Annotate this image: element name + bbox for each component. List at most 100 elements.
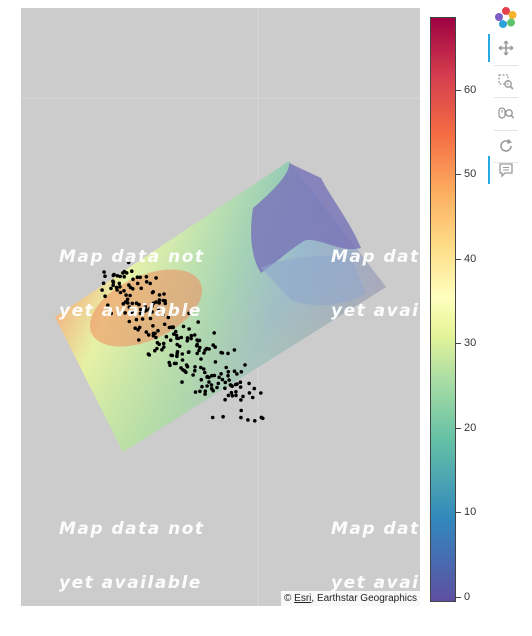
scatter-point[interactable] bbox=[185, 339, 190, 343]
scatter-point[interactable] bbox=[199, 365, 203, 370]
scatter-point[interactable] bbox=[250, 395, 255, 400]
scatter-point[interactable] bbox=[140, 317, 145, 321]
scatter-point[interactable] bbox=[204, 346, 209, 351]
scatter-point[interactable] bbox=[139, 286, 143, 291]
scatter-point[interactable] bbox=[180, 358, 185, 362]
scatter-point[interactable] bbox=[144, 275, 149, 279]
scatter-point[interactable] bbox=[226, 373, 230, 378]
scatter-point[interactable] bbox=[130, 269, 134, 274]
scatter-point[interactable] bbox=[171, 325, 175, 329]
scatter-point[interactable] bbox=[239, 408, 243, 413]
scatter-point[interactable] bbox=[122, 289, 126, 293]
scatter-point[interactable] bbox=[118, 290, 123, 295]
scatter-point[interactable] bbox=[195, 342, 199, 347]
scatter-point[interactable] bbox=[122, 269, 127, 274]
scatter-point[interactable] bbox=[187, 311, 191, 316]
scatter-point[interactable] bbox=[174, 333, 179, 338]
scatter-point[interactable] bbox=[100, 288, 104, 292]
scatter-point[interactable] bbox=[177, 344, 182, 349]
scatter-point[interactable] bbox=[175, 351, 179, 356]
scatter-point[interactable] bbox=[154, 300, 158, 304]
scatter-point[interactable] bbox=[203, 389, 208, 394]
scatter-point[interactable] bbox=[234, 393, 238, 398]
scatter-point[interactable] bbox=[223, 386, 227, 391]
scatter-point[interactable] bbox=[131, 277, 135, 282]
scatter-point[interactable] bbox=[122, 274, 126, 279]
scatter-point[interactable] bbox=[199, 377, 204, 382]
scatter-point[interactable] bbox=[184, 370, 188, 375]
scatter-point[interactable] bbox=[212, 373, 217, 378]
scatter-point[interactable] bbox=[144, 280, 149, 284]
scatter-point[interactable] bbox=[199, 357, 203, 361]
scatter-point[interactable] bbox=[207, 375, 211, 380]
scatter-point[interactable] bbox=[179, 335, 184, 340]
scatter-point[interactable] bbox=[164, 334, 169, 339]
map-plot[interactable]: Map data not yet available Map data not … bbox=[21, 8, 420, 606]
scatter-point[interactable] bbox=[197, 348, 201, 353]
scatter-point[interactable] bbox=[252, 386, 257, 391]
scatter-point[interactable] bbox=[209, 386, 214, 391]
scatter-point[interactable] bbox=[241, 394, 245, 399]
scatter-point[interactable] bbox=[235, 372, 239, 376]
scatter-point[interactable] bbox=[111, 283, 115, 288]
scatter-point[interactable] bbox=[211, 343, 215, 347]
scatter-point[interactable] bbox=[135, 281, 140, 286]
scatter-point[interactable] bbox=[155, 346, 159, 351]
reset-tool-button[interactable] bbox=[488, 132, 524, 160]
scatter-point[interactable] bbox=[101, 281, 106, 286]
scatter-point[interactable] bbox=[157, 298, 162, 302]
scatter-point[interactable] bbox=[127, 319, 132, 324]
scatter-point[interactable] bbox=[221, 414, 225, 419]
scatter-point[interactable] bbox=[234, 390, 238, 394]
scatter-point[interactable] bbox=[181, 324, 186, 329]
scatter-point[interactable] bbox=[212, 331, 216, 335]
scatter-point[interactable] bbox=[229, 390, 234, 395]
scatter-point[interactable] bbox=[259, 415, 264, 420]
scatter-point[interactable] bbox=[161, 341, 166, 346]
scatter-point[interactable] bbox=[143, 304, 148, 309]
scatter-point[interactable] bbox=[150, 290, 155, 295]
scatter-point[interactable] bbox=[167, 360, 171, 365]
scatter-point[interactable] bbox=[173, 329, 178, 334]
scatter-point[interactable] bbox=[118, 274, 122, 279]
scatter-point[interactable] bbox=[193, 365, 197, 369]
scatter-point[interactable] bbox=[111, 279, 115, 284]
scatter-point[interactable] bbox=[137, 338, 141, 342]
scatter-point[interactable] bbox=[230, 394, 235, 398]
scatter-point[interactable] bbox=[150, 310, 154, 314]
scatter-point[interactable] bbox=[133, 326, 137, 331]
scatter-point[interactable] bbox=[114, 285, 119, 290]
scatter-point[interactable] bbox=[215, 385, 219, 390]
scatter-point[interactable] bbox=[187, 350, 191, 354]
scatter-point[interactable] bbox=[128, 311, 133, 316]
scatter-point[interactable] bbox=[191, 373, 195, 377]
scatter-point[interactable] bbox=[184, 363, 189, 367]
scatter-point[interactable] bbox=[157, 293, 162, 297]
scatter-point[interactable] bbox=[209, 383, 214, 387]
scatter-point[interactable] bbox=[227, 378, 231, 382]
scatter-point[interactable] bbox=[224, 365, 228, 370]
box-zoom-tool-button[interactable] bbox=[488, 68, 524, 96]
scatter-point[interactable] bbox=[112, 272, 116, 277]
scatter-point[interactable] bbox=[232, 348, 237, 352]
scatter-point[interactable] bbox=[146, 352, 151, 356]
scatter-point[interactable] bbox=[168, 363, 172, 368]
scatter-point[interactable] bbox=[103, 274, 107, 279]
scatter-point[interactable] bbox=[207, 380, 211, 384]
scatter-point[interactable] bbox=[223, 397, 227, 402]
scatter-point[interactable] bbox=[125, 297, 130, 302]
scatter-point[interactable] bbox=[154, 335, 158, 340]
scatter-point[interactable] bbox=[239, 370, 244, 374]
attribution-link[interactable]: Esri bbox=[294, 593, 312, 604]
scatter-point[interactable] bbox=[196, 320, 200, 324]
scatter-point[interactable] bbox=[216, 381, 221, 386]
scatter-point[interactable] bbox=[102, 270, 106, 274]
scatter-point[interactable] bbox=[103, 294, 107, 299]
scatter-point[interactable] bbox=[118, 285, 122, 289]
scatter-point[interactable] bbox=[161, 312, 165, 317]
scatter-point[interactable] bbox=[210, 373, 214, 378]
scatter-points[interactable] bbox=[100, 260, 265, 423]
scatter-point[interactable] bbox=[170, 353, 175, 358]
scatter-point[interactable] bbox=[247, 381, 251, 386]
scatter-point[interactable] bbox=[193, 390, 198, 394]
